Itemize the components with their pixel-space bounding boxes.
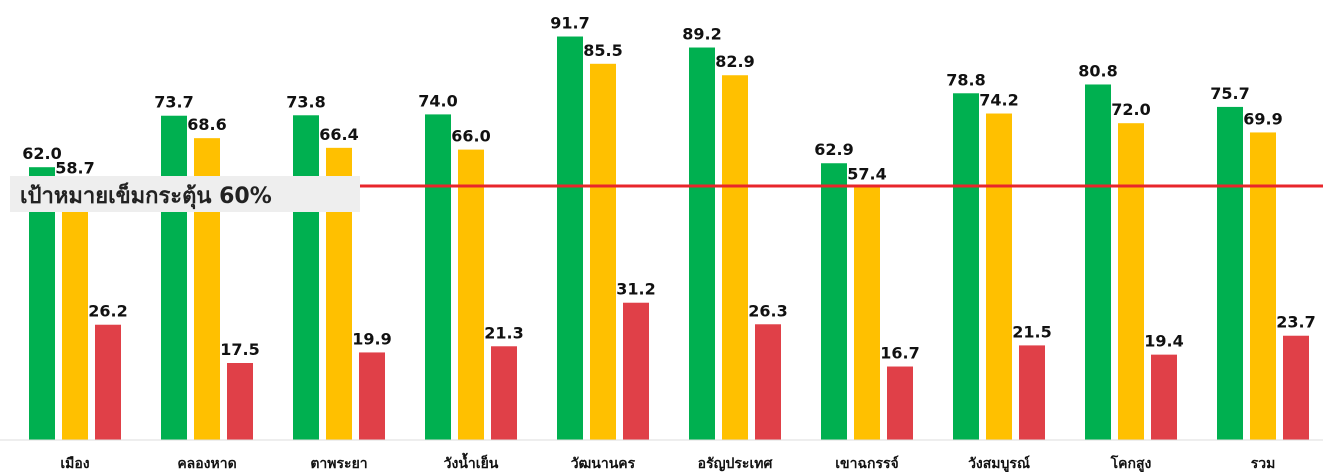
target-label-background (10, 176, 360, 212)
value-label-1-8: 78.8 (946, 70, 985, 89)
bar-2-1 (62, 181, 88, 440)
bars-layer (29, 36, 1309, 441)
value-label-3-3: 19.9 (352, 329, 391, 348)
bar-2-6 (722, 75, 748, 441)
bar-3-9 (1151, 354, 1177, 440)
bar-2-9 (1118, 123, 1144, 440)
category-labels-layer: เมือง คลองหาด ตาพระยา วังน้ำเย็น วัฒนานคร อรั… (60, 452, 1275, 472)
value-label-2-3: 66.4 (319, 125, 358, 144)
category-label-4: วังน้ำเย็น (444, 452, 499, 472)
category-label-7: เขาฉกรรจ์ (835, 455, 898, 472)
value-label-2-6: 82.9 (715, 52, 754, 71)
bar-3-2 (227, 363, 253, 440)
bar-1-10 (1217, 106, 1243, 441)
value-label-1-5: 91.7 (550, 14, 589, 33)
bar-3-8 (1019, 345, 1045, 440)
value-label-2-1: 58.7 (55, 159, 94, 178)
value-label-2-7: 57.4 (847, 164, 886, 183)
bar-2-5 (590, 63, 616, 441)
bar-1-1 (29, 167, 55, 440)
value-label-2-2: 68.6 (187, 115, 226, 134)
bar-1-5 (557, 36, 583, 441)
bar-1-6 (689, 47, 715, 441)
bar-1-3 (293, 115, 319, 440)
value-label-3-8: 21.5 (1012, 322, 1051, 341)
bar-1-9 (1085, 84, 1111, 440)
bar-3-3 (359, 352, 385, 440)
bar-1-8 (953, 93, 979, 440)
bar-2-10 (1250, 132, 1276, 440)
value-label-2-8: 74.2 (979, 91, 1018, 110)
bar-1-2 (161, 115, 187, 440)
target-layer: เป้าหมายเข็มกระตุ้น 60% (10, 176, 1323, 212)
target-label: เป้าหมายเข็มกระตุ้น 60% (20, 181, 272, 210)
value-label-3-10: 23.7 (1276, 313, 1315, 332)
value-label-2-4: 66.0 (451, 127, 490, 146)
value-label-3-7: 16.7 (880, 344, 919, 363)
category-label-5: วัฒนานคร (571, 456, 636, 472)
value-label-3-4: 21.3 (484, 323, 523, 342)
value-label-2-5: 85.5 (583, 41, 622, 60)
category-label-6: อรัญประเทศ (698, 456, 774, 472)
value-labels-layer: 62.058.7 26.2 73.7 68.6 17.5 73.8 66.4 19.9 74.0… (22, 14, 1315, 363)
value-label-1-3: 73.8 (286, 92, 325, 111)
category-label-8: วังสมบูรณ์ (968, 455, 1030, 472)
value-label-1-9: 80.8 (1078, 61, 1117, 80)
value-label-3-1: 26.2 (88, 302, 127, 321)
bar-3-7 (887, 366, 913, 440)
value-label-1-10: 75.7 (1210, 84, 1249, 103)
value-label-3-6: 26.3 (748, 301, 787, 320)
category-label-1: เมือง (60, 456, 89, 472)
value-label-1-6: 89.2 (682, 25, 721, 44)
bar-3-6 (755, 324, 781, 440)
value-label-1-2: 73.7 (154, 93, 193, 112)
bar-3-1 (95, 324, 121, 440)
value-label-2-10: 69.9 (1243, 109, 1282, 128)
value-label-3-2: 17.5 (220, 340, 259, 359)
bar-1-7 (821, 163, 847, 441)
value-label-2-9: 72.0 (1111, 100, 1150, 119)
bar-2-4 (458, 149, 484, 440)
value-label-1-7: 62.9 (814, 140, 853, 159)
value-label-1-1: 62.0 (22, 144, 61, 163)
category-label-9: โคกสูง (1110, 454, 1152, 472)
category-label-3: ตาพระยา (310, 456, 367, 472)
bar-3-5 (623, 302, 649, 440)
value-label-3-5: 31.2 (616, 280, 655, 299)
value-label-3-9: 19.4 (1144, 332, 1183, 351)
bar-1-4 (425, 114, 451, 441)
bar-2-8 (986, 113, 1012, 441)
bar-3-4 (491, 346, 517, 440)
bar-2-7 (854, 187, 880, 440)
bar-3-10 (1283, 335, 1309, 440)
category-label-10: รวม (1251, 456, 1276, 472)
category-label-2: คลองหาด (177, 456, 236, 472)
value-label-1-4: 74.0 (418, 91, 457, 110)
